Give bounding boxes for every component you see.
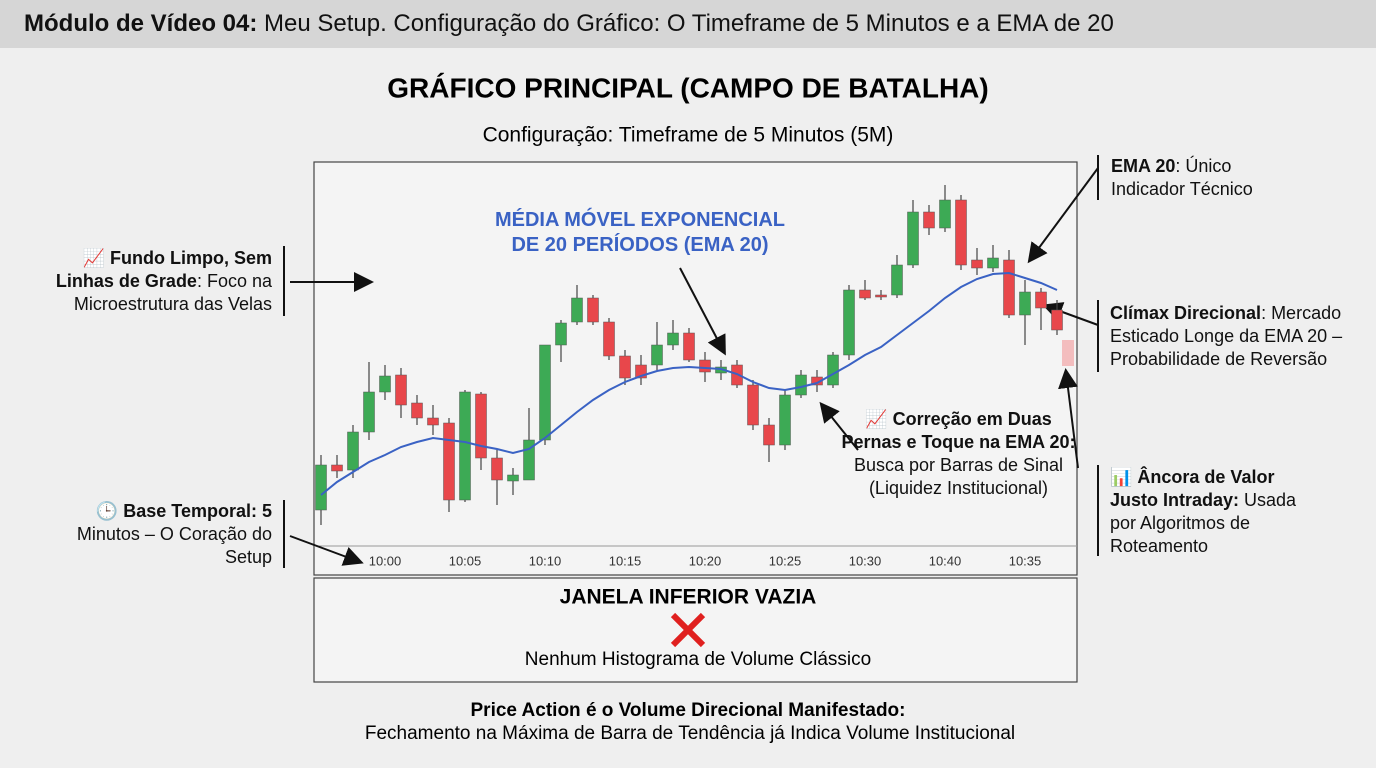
candle-body: [779, 394, 791, 446]
annotation-bold: 📈 Correção em Duas Pernas e Toque na EMA…: [841, 409, 1076, 452]
x-tick-label: 10:10: [529, 553, 562, 568]
candle-body: [603, 321, 615, 357]
annotation-text: : Único Indicador Técnico: [1111, 156, 1253, 199]
candle-body: [795, 374, 807, 396]
candle-body: [523, 439, 535, 481]
candle-body: [379, 375, 391, 393]
header: Módulo de Vídeo 04: Meu Setup. Configura…: [0, 0, 1376, 48]
candle-body: [1019, 291, 1031, 316]
subtitle: Configuração: Timeframe de 5 Minutos (5M…: [483, 124, 894, 147]
lower-title: JANELA INFERIOR VAZIA: [560, 586, 817, 609]
ema-label: MÉDIA MÓVEL EXPONENCIAL DE 20 PERÍODOS (…: [494, 209, 786, 256]
annotation: 🕒 Base Temporal: 5 Minutos – O Coração d…: [67, 500, 272, 569]
candle-body: [363, 391, 375, 433]
candle-body: [683, 332, 695, 361]
x-tick-label: 10:20: [689, 553, 722, 568]
footer-text: Fechamento na Máxima de Barra de Tendênc…: [365, 723, 1015, 744]
candle-body: [667, 332, 679, 346]
header-bold: Módulo de Vídeo 04:: [24, 10, 258, 37]
candle-body: [331, 464, 343, 472]
candle-body: [699, 359, 711, 373]
annotation-bars: [283, 155, 1099, 568]
annotation-text: Usada por Algoritmos de Roteamento: [1110, 490, 1297, 556]
candle-body: [923, 211, 935, 229]
candle-body: [507, 474, 519, 482]
candle-body: [971, 259, 983, 269]
title: GRÁFICO PRINCIPAL (CAMPO DE BATALHA): [387, 72, 988, 103]
candle-body: [651, 344, 663, 366]
candle-body: [939, 199, 951, 229]
candle-body: [635, 364, 647, 379]
candle-body: [1051, 309, 1063, 331]
header-text: Meu Setup. Configuração do Gráfico: O Ti…: [257, 10, 1114, 37]
x-tick-label: 10:00: [369, 553, 402, 568]
annotation-text: Busca por Barras de Sinal (Liquidez Inst…: [853, 455, 1064, 498]
annotation-text: : Mercado Esticado Longe da EMA 20 – Pro…: [1110, 303, 1343, 369]
candle-body: [443, 422, 455, 501]
x-icon: [670, 612, 706, 648]
x-tick-label: 10:05: [449, 553, 482, 568]
candle-body: [875, 294, 887, 298]
candle-body: [347, 431, 359, 471]
annotation: 📈 Correção em Duas Pernas e Toque na EMA…: [836, 408, 1081, 500]
annotation-bold: EMA 20: [1111, 156, 1176, 176]
candle-body: [907, 211, 919, 266]
x-tick-label: 10:40: [929, 553, 962, 568]
candle-body: [763, 424, 775, 446]
candle-body: [987, 257, 999, 269]
candle-body: [843, 289, 855, 356]
candle-body: [315, 464, 327, 511]
annotation: 📊 Âncora de Valor Justo Intraday: Usada …: [1110, 466, 1315, 558]
annotation-bold: Clímax Direcional: [1110, 303, 1262, 323]
annotation-text: Minutos – O Coração do Setup: [76, 524, 272, 567]
x-tick-label: 10:30: [849, 553, 882, 568]
annotation-bold: 🕒 Base Temporal: 5: [95, 501, 272, 521]
candle-body: [571, 297, 583, 323]
lower-panel: [313, 577, 1078, 683]
candle-body: [859, 289, 871, 299]
lower-text: Nenhum Histograma de Volume Clássico: [525, 649, 871, 670]
candle-body: [955, 199, 967, 266]
candle-body: [411, 402, 423, 419]
x-tick-label: 10:35: [1009, 553, 1042, 568]
annotation: 📈 Fundo Limpo, Sem Linhas de Grade: Foco…: [32, 247, 272, 316]
candle-body: [555, 322, 567, 346]
annotation-bold: 📈 Fundo Limpo, Sem Linhas de Grade: [55, 248, 272, 291]
candle-body: [891, 264, 903, 296]
footer-bold: Price Action é o Volume Direcional Manif…: [471, 700, 906, 721]
candle-body: [619, 355, 631, 379]
candle-body: [539, 344, 551, 441]
ema-line: [320, 271, 1058, 496]
candle-body: [1035, 291, 1047, 309]
x-tick-label: 10:25: [769, 553, 802, 568]
candle-body: [475, 393, 487, 459]
candle-body: [491, 457, 503, 481]
candle-body: [747, 384, 759, 426]
candle-body: [395, 374, 407, 406]
annotation-bold: 📊 Âncora de Valor Justo Intraday:: [1110, 467, 1275, 510]
candle-body: [827, 354, 839, 386]
annotation: Clímax Direcional: Mercado Esticado Long…: [1110, 302, 1374, 371]
annotation: EMA 20: Único Indicador Técnico: [1111, 155, 1291, 201]
candle-body: [587, 297, 599, 323]
candle-body: [459, 391, 471, 501]
faded-candle: [1062, 340, 1074, 366]
x-tick-label: 10:15: [609, 553, 642, 568]
annotation-text: : Foco na Microestrutura das Velas: [73, 271, 272, 314]
candle-body: [1003, 259, 1015, 316]
candle-body: [427, 417, 439, 426]
arrows: [289, 167, 1099, 566]
